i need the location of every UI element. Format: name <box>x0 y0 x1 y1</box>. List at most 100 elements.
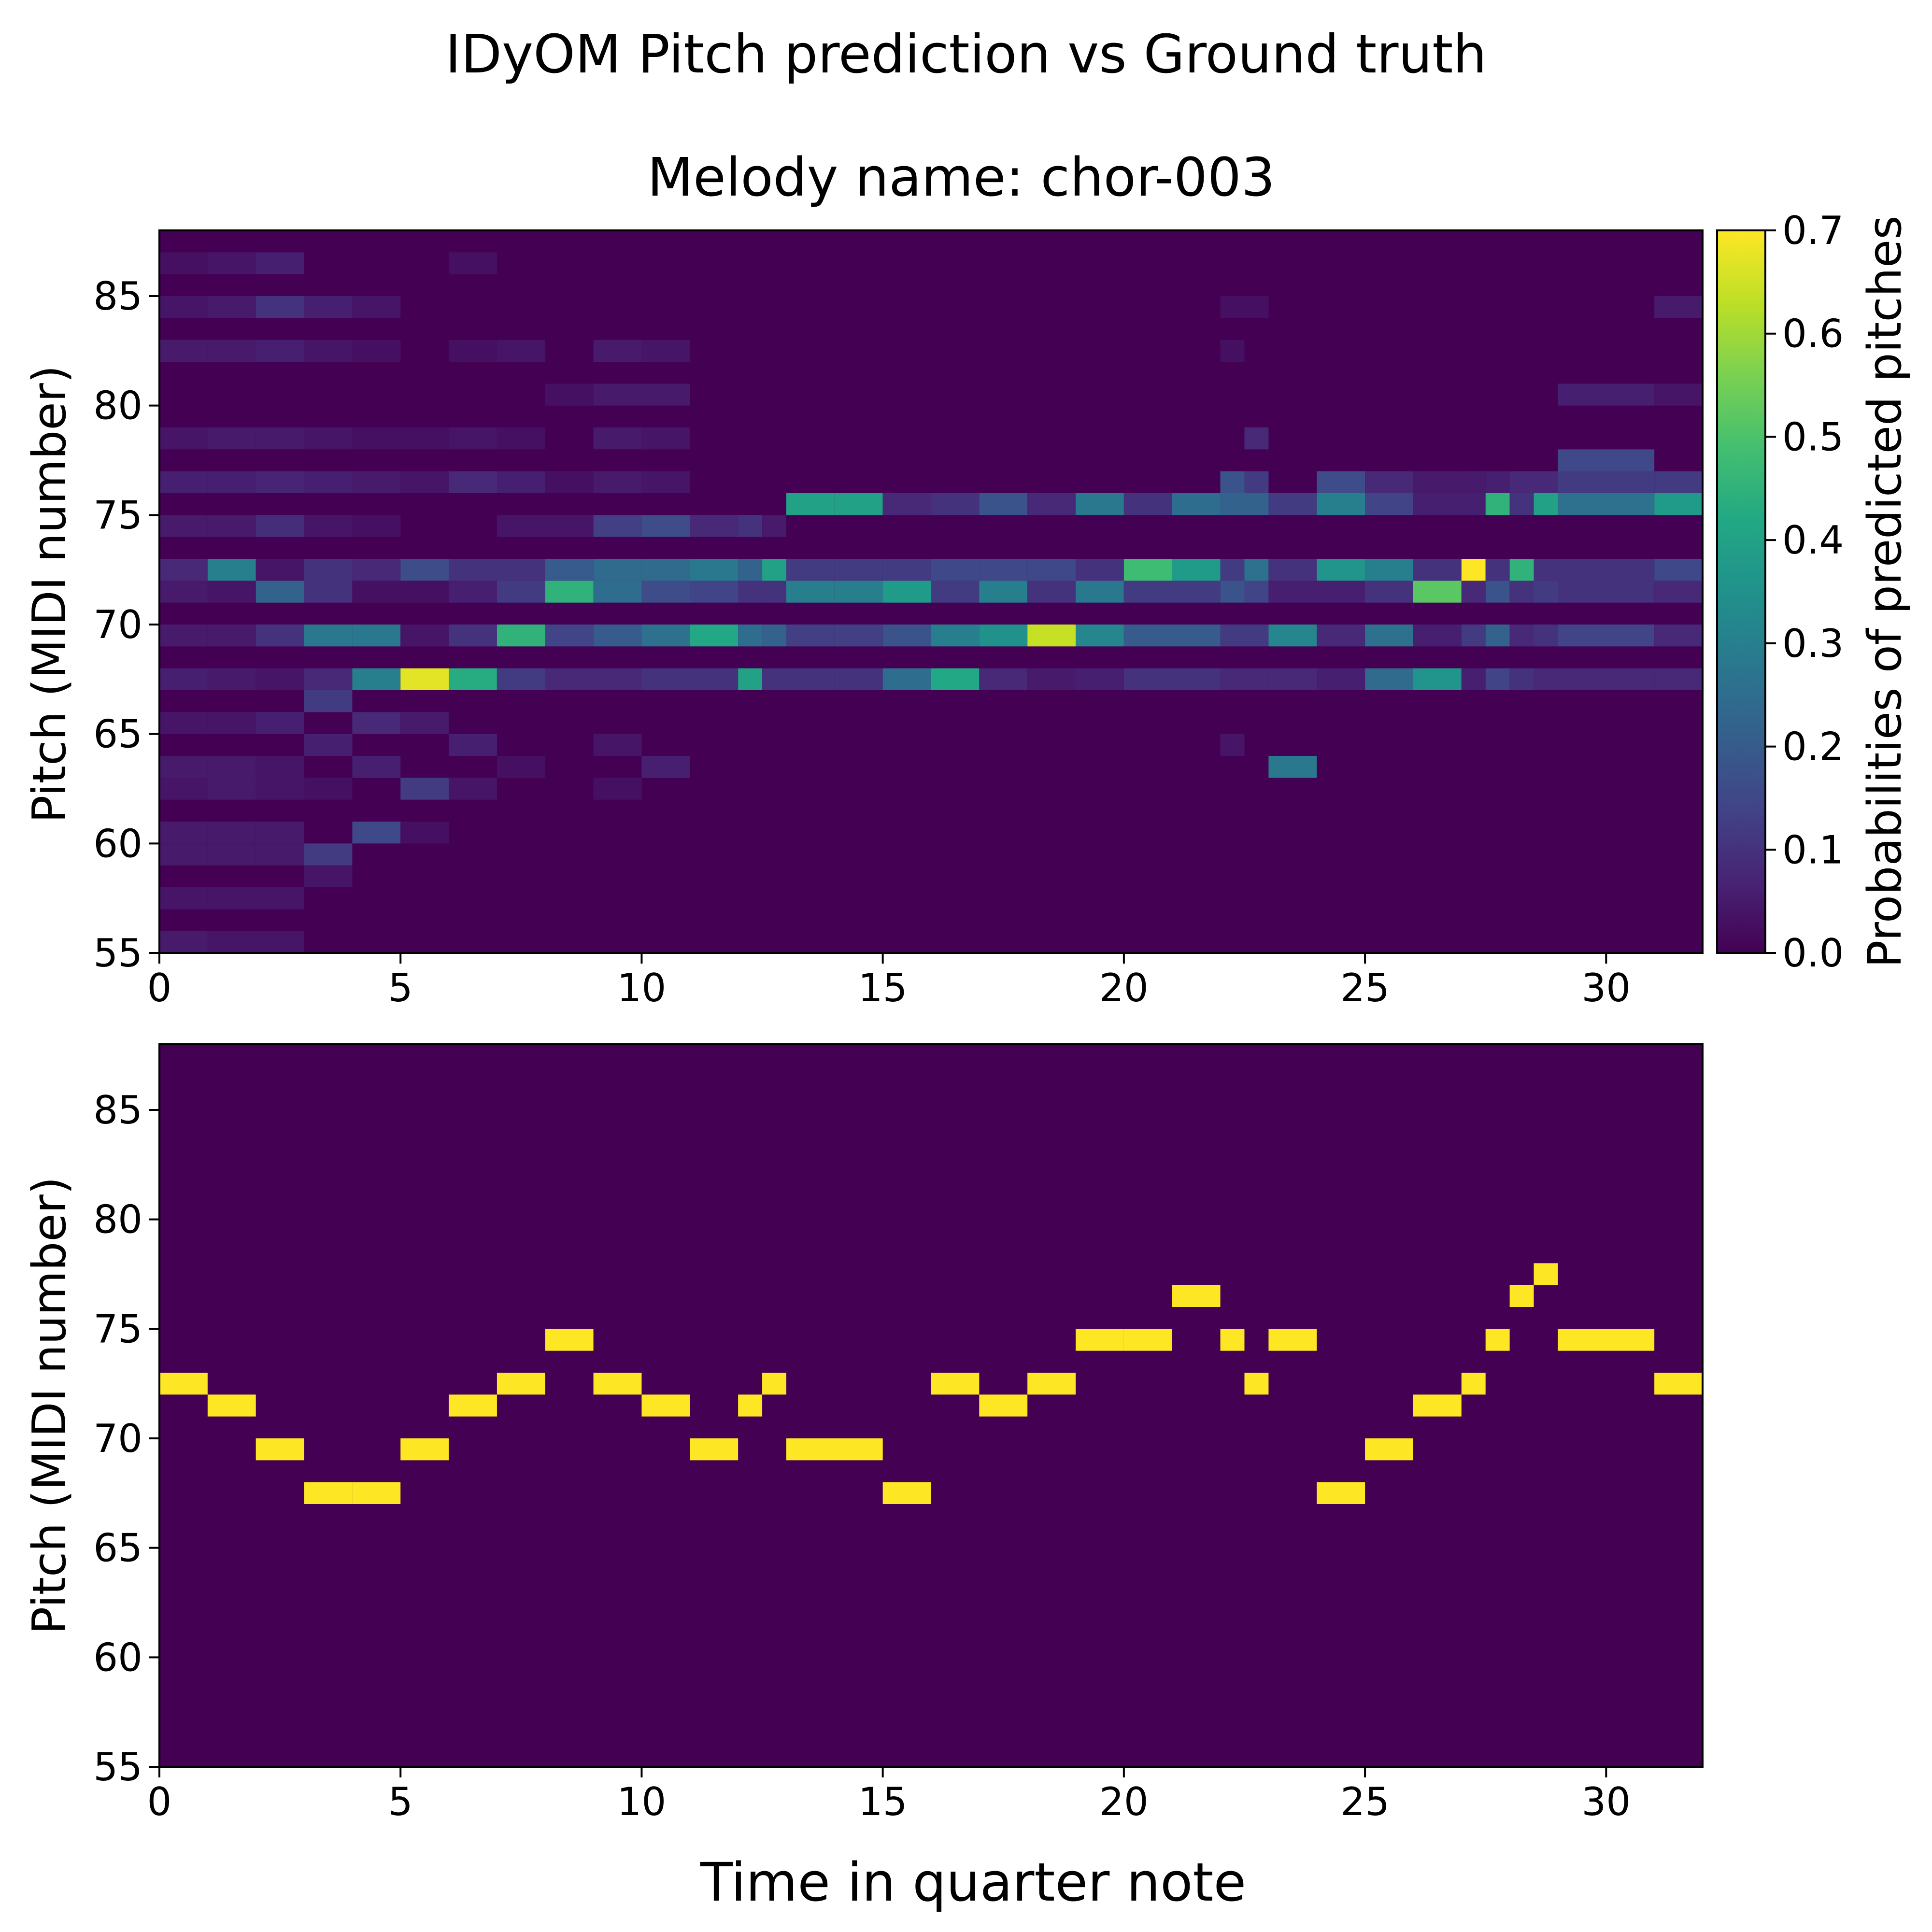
probability-cell <box>1558 668 1655 690</box>
figure-xlabel: Time in quarter note <box>700 1851 1246 1913</box>
probability-cell <box>207 625 256 647</box>
probability-cell <box>449 427 497 450</box>
probability-cell <box>1123 668 1172 690</box>
probability-cell <box>1076 668 1124 690</box>
probability-cell <box>1027 493 1076 515</box>
probability-cell <box>1365 559 1413 581</box>
probability-cell <box>690 668 739 690</box>
probability-cell <box>1172 493 1221 515</box>
probability-cell <box>1244 668 1269 690</box>
probability-cell <box>159 559 208 581</box>
probability-cell <box>352 340 401 362</box>
probability-cell <box>1076 493 1124 515</box>
probability-cell <box>449 559 497 581</box>
probability-cell <box>207 931 256 953</box>
x-tick-label: 10 <box>617 1779 667 1824</box>
x-tick-label: 25 <box>1340 1779 1390 1824</box>
probability-cell <box>449 340 497 362</box>
probability-cell <box>497 340 545 362</box>
probability-cell <box>400 778 449 800</box>
probability-cell <box>1485 668 1510 690</box>
ground-truth-note <box>1220 1329 1245 1351</box>
prediction-heatmap-ylabel: Pitch (MIDI number) <box>23 365 76 823</box>
probability-cell <box>1365 668 1413 690</box>
ground-truth-note <box>1027 1373 1076 1395</box>
ground-truth-note <box>1076 1329 1124 1351</box>
probability-cell <box>159 778 208 800</box>
probability-cell <box>738 559 763 581</box>
probability-cell <box>497 515 545 537</box>
probability-cell <box>400 471 449 493</box>
probability-cell <box>1123 559 1172 581</box>
probability-cell <box>1244 296 1269 318</box>
probability-cell <box>256 778 304 800</box>
probability-cell <box>641 471 690 493</box>
colorbar-tick-label: 0.7 <box>1782 208 1844 253</box>
probability-cell <box>1534 668 1558 690</box>
probability-cell <box>1244 625 1269 647</box>
probability-cell <box>304 581 353 603</box>
probability-cell <box>641 559 690 581</box>
probability-cell <box>1244 581 1269 603</box>
probability-cell <box>1413 625 1462 647</box>
probability-cell <box>1317 559 1365 581</box>
probability-cell <box>593 581 642 603</box>
probability-cell <box>449 734 497 756</box>
probability-cell <box>1365 581 1413 603</box>
probability-cell <box>304 515 353 537</box>
probability-cell <box>159 252 208 274</box>
ground-truth-note <box>593 1373 642 1395</box>
probability-cell <box>256 581 304 603</box>
probability-cell <box>1485 559 1510 581</box>
y-tick-label: 70 <box>93 602 142 647</box>
probability-cell <box>593 778 642 800</box>
ground-truth-note <box>159 1373 208 1395</box>
y-tick-label: 80 <box>93 1197 142 1242</box>
probability-cell <box>1485 493 1510 515</box>
probability-cell <box>1244 427 1269 450</box>
probability-cell <box>979 625 1028 647</box>
probability-cell <box>400 625 449 647</box>
probability-cell <box>352 559 401 581</box>
probability-cell <box>352 625 401 647</box>
probability-cell <box>1220 734 1245 756</box>
x-tick-label: 20 <box>1099 1779 1149 1824</box>
y-tick-label: 55 <box>93 931 142 976</box>
probability-cell <box>882 581 931 603</box>
probability-cell <box>304 625 353 647</box>
probability-cell <box>593 340 642 362</box>
x-tick-label: 30 <box>1581 1779 1631 1824</box>
probability-cell <box>931 559 980 581</box>
probability-cell <box>159 296 208 318</box>
ground-truth-note <box>738 1394 763 1417</box>
probability-colorbar: 0.0 0.1 0.2 0.3 0.4 0.5 0.6 0.7 Probabilities o… <box>1716 208 1912 976</box>
probability-cell <box>593 427 642 450</box>
probability-cell <box>352 668 401 690</box>
probability-cell <box>1509 559 1534 581</box>
ground-truth-note <box>641 1394 690 1417</box>
probability-cell <box>352 515 401 537</box>
probability-cell <box>352 756 401 778</box>
y-tick-label: 85 <box>93 1088 142 1133</box>
ground-truth-note <box>1268 1329 1317 1351</box>
probability-cell <box>256 822 304 844</box>
prediction-heatmap-plot-area <box>159 230 1703 953</box>
ground-truth-note <box>304 1482 353 1504</box>
y-tick-label: 60 <box>93 821 142 866</box>
probability-cell <box>207 252 256 274</box>
probability-cell <box>1509 493 1534 515</box>
probability-cell <box>545 559 594 581</box>
probability-cell <box>1220 581 1245 603</box>
colorbar-tick-label: 0.1 <box>1782 827 1844 872</box>
probability-cell <box>304 734 353 756</box>
probability-cell <box>207 778 256 800</box>
probability-cell <box>207 712 256 734</box>
probability-cell <box>207 668 256 690</box>
probability-cell <box>1172 625 1221 647</box>
probability-cell <box>1654 471 1703 493</box>
probability-cell <box>1027 668 1076 690</box>
probability-cell <box>449 668 497 690</box>
x-tick-label: 5 <box>388 966 413 1010</box>
probability-cell <box>641 756 690 778</box>
probability-cell <box>882 493 931 515</box>
